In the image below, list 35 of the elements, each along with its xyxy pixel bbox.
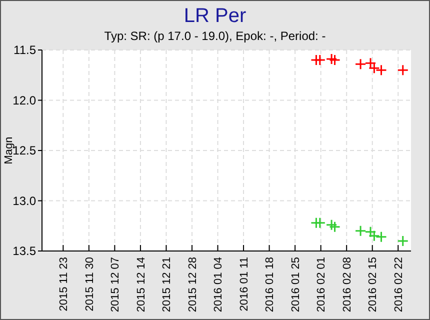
x-tick-label: 2016 02 22: [392, 257, 405, 312]
x-tick-label: 2015 11 23: [58, 257, 70, 312]
chart-title: LR Per: [184, 5, 246, 27]
x-tick-label: 2015 12 28: [186, 257, 199, 312]
point: [397, 235, 409, 247]
chart-subtitle: Typ: SR: (p 17.0 - 19.0), Epok: -, Period: -: [104, 29, 326, 43]
y-tick-label: 13.0: [12, 194, 36, 208]
x-tick-label: 2016 01 25: [290, 257, 302, 312]
point: [364, 226, 376, 238]
x-tick-label: 2016 01 11: [238, 257, 250, 312]
point: [314, 217, 326, 229]
x-tick-label: 2015 12 07: [110, 257, 122, 312]
point: [375, 64, 387, 76]
x-tick-label: 2016 01 18: [264, 257, 276, 312]
y-tick-label: 11.5: [14, 43, 36, 58]
y-axis-title: Magn: [3, 136, 15, 164]
point: [314, 54, 326, 66]
x-tick-label: 2015 11 30: [84, 257, 96, 312]
x-tick-label: 2015 12 21: [161, 257, 174, 312]
point: [354, 58, 366, 70]
point: [326, 53, 338, 65]
x-tick-label: 2016 01 04: [212, 257, 225, 312]
point: [354, 225, 366, 237]
x-tick-label: 2016 02 08: [341, 257, 354, 312]
x-tick-label: 2015 12 14: [135, 257, 148, 312]
point: [326, 219, 338, 231]
y-tick-label: 13.5: [12, 244, 36, 258]
x-tick-label: 2016 02 01: [316, 257, 328, 312]
point: [397, 64, 409, 76]
y-tick-label: 12.0: [12, 93, 36, 108]
point: [375, 231, 387, 243]
point: [368, 230, 380, 242]
point: [329, 54, 341, 66]
point: [329, 221, 341, 233]
x-tick-label: 2016 02 15: [367, 257, 380, 312]
